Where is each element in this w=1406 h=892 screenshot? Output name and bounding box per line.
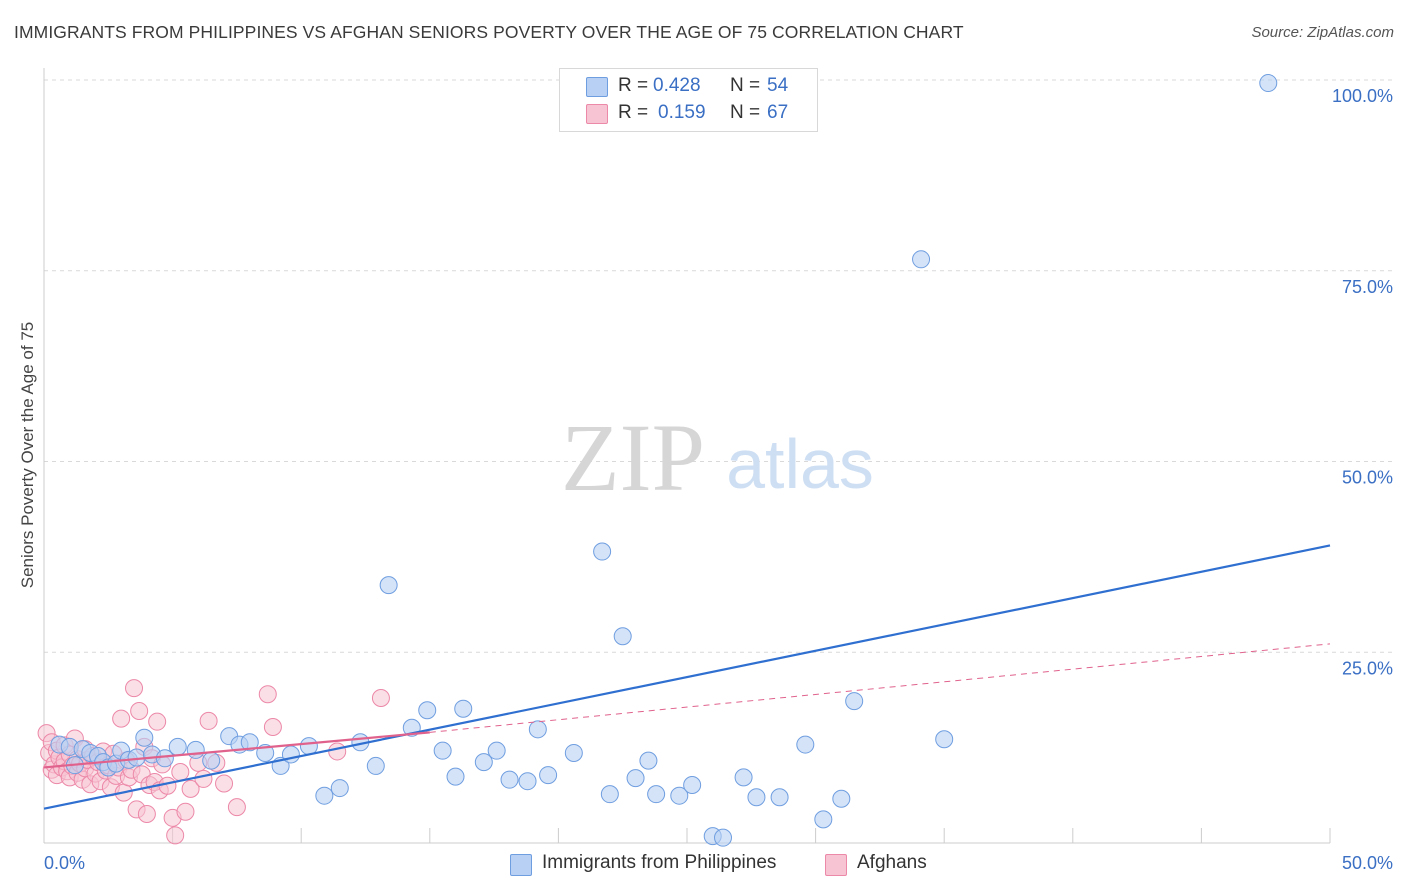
gridlines: [44, 79, 1392, 653]
watermark-zip: ZIP: [561, 404, 705, 511]
philippines-point: [912, 250, 931, 269]
afghans-point: [258, 685, 277, 704]
philippines-trend-line: [43, 544, 1331, 810]
philippines-point: [714, 828, 733, 847]
philippines-point: [186, 740, 205, 759]
afghans-point: [166, 826, 185, 845]
philippines-point: [747, 788, 766, 807]
philippines-point: [487, 741, 506, 760]
afghans-point: [199, 711, 218, 730]
philippines-point: [670, 786, 689, 805]
legend-r-value: 0.159: [658, 102, 706, 123]
source-credit: Source: ZipAtlas.com: [1251, 24, 1394, 41]
philippines-point: [845, 692, 864, 711]
bottom-legend-label: Afghans: [857, 852, 927, 873]
philippines-point: [299, 737, 318, 756]
bottom-legend-swatch-pink: [825, 854, 847, 876]
philippines-point: [593, 542, 612, 561]
philippines-point: [639, 751, 658, 770]
philippines-point: [315, 786, 334, 805]
afghans-point: [158, 776, 177, 795]
philippines-point: [366, 756, 385, 775]
legend-n-value: 67: [767, 102, 789, 123]
philippines-point: [814, 810, 833, 829]
x-tick-label: 50.0%: [1342, 853, 1393, 873]
legend-r-label: R =: [618, 102, 649, 123]
y-tick-label: 100.0%: [1332, 86, 1393, 106]
legend-n-value: 54: [767, 75, 789, 96]
afghans-point: [371, 689, 390, 708]
philippines-point: [433, 741, 452, 760]
philippines-point: [770, 788, 789, 807]
philippines-point: [446, 767, 465, 786]
watermark: ZIP atlas: [561, 404, 874, 511]
philippines-point: [518, 772, 537, 791]
chart-title: IMMIGRANTS FROM PHILIPPINES VS AFGHAN SE…: [14, 22, 964, 42]
afghans-point: [263, 718, 282, 737]
philippines-point: [683, 776, 702, 795]
afghans-point: [130, 702, 149, 721]
philippines-point: [454, 699, 473, 718]
legend-r-label: R =: [618, 75, 649, 96]
tick-labels: 25.0% 50.0% 75.0% 100.0% 0.0% 50.0%: [44, 86, 1393, 873]
philippines-point: [500, 770, 519, 789]
afghans-point: [227, 798, 246, 817]
philippines-point: [626, 769, 645, 788]
philippines-point: [1259, 74, 1278, 93]
legend-n-label: N =: [730, 75, 761, 96]
philippines-point: [330, 779, 349, 798]
bottom-legend-swatch-blue: [510, 854, 532, 876]
philippines-point: [379, 576, 398, 595]
philippines-points: [50, 74, 1278, 847]
philippines-point: [832, 789, 851, 808]
legend-swatch-blue: [586, 77, 608, 97]
stats-legend: R = 0.428 N = 54 R = 0.159 N = 67: [559, 68, 818, 132]
philippines-point: [600, 785, 619, 804]
legend-n-label: N =: [730, 102, 761, 123]
philippines-point: [613, 627, 632, 646]
afghans-point: [181, 779, 200, 798]
x-tick-label: 0.0%: [44, 853, 85, 873]
philippines-point: [734, 768, 753, 787]
bottom-legend-label: Immigrants from Philippines: [542, 852, 777, 873]
legend-r-value: 0.428: [653, 75, 701, 96]
y-axis-label: Seniors Poverty Over the Age of 75: [18, 321, 37, 589]
afghans-point: [171, 763, 190, 782]
y-tick-label: 25.0%: [1342, 658, 1393, 678]
philippines-point: [564, 743, 583, 762]
philippines-point: [168, 737, 187, 756]
philippines-point: [796, 735, 815, 754]
philippines-point: [474, 753, 493, 772]
afghans-point: [176, 802, 195, 821]
philippines-point: [202, 751, 221, 770]
philippines-point: [418, 701, 437, 720]
philippines-point: [647, 785, 666, 804]
watermark-atlas: atlas: [726, 425, 874, 503]
legend-swatch-pink: [586, 104, 608, 124]
philippines-point: [935, 730, 954, 749]
afghans-point: [215, 774, 234, 793]
afghans-point: [137, 805, 156, 824]
afghans-point: [112, 709, 131, 728]
afghans-trend-extension: [429, 643, 1331, 733]
afghans-point: [148, 712, 167, 731]
y-tick-label: 50.0%: [1342, 468, 1393, 488]
philippines-point: [539, 766, 558, 785]
afghans-point: [125, 679, 144, 698]
afghans-point: [194, 769, 213, 788]
trend-lines: [43, 544, 1331, 810]
afghans-point: [328, 742, 347, 761]
y-tick-label: 75.0%: [1342, 277, 1393, 297]
afghans-trend-line: [43, 731, 430, 769]
philippines-point: [528, 720, 547, 739]
philippines-point: [135, 728, 154, 747]
philippines-point: [240, 733, 259, 752]
